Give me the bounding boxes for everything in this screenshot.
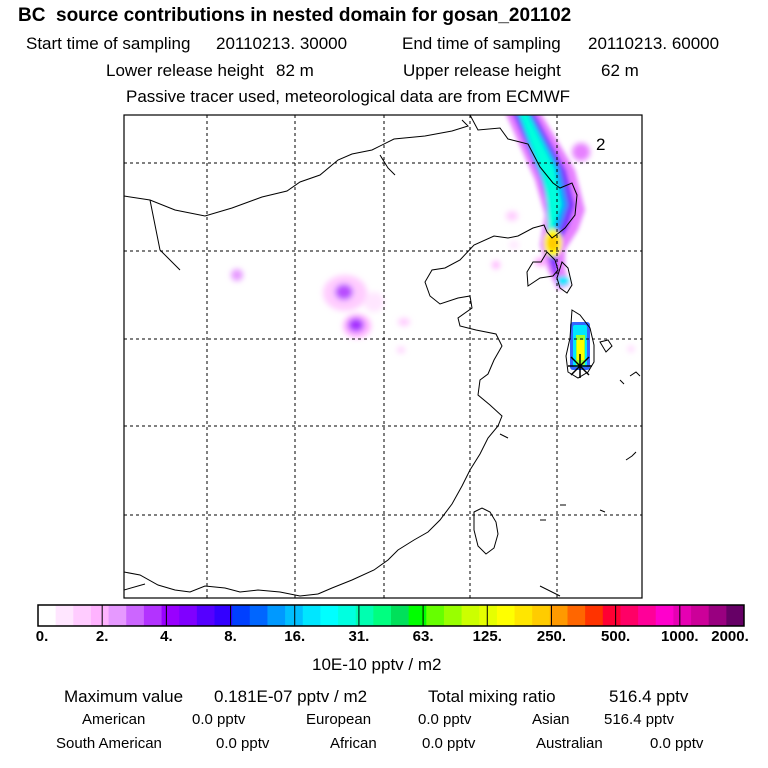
max-value-label: Maximum value	[64, 687, 184, 706]
region-value: 0.0 pptv	[650, 735, 704, 752]
colorbar-tick-label: 2.	[95, 628, 109, 645]
receptor-plume	[570, 322, 590, 370]
colorbar-tick-label: 4.	[160, 628, 173, 645]
total-mixing-value: 516.4 pptv	[609, 687, 689, 706]
start-time-value: 20110213. 30000	[216, 34, 348, 53]
tracer-note: Passive tracer used, meteorological data…	[126, 87, 571, 106]
coastlines	[124, 115, 641, 597]
total-mixing-label: Total mixing ratio	[428, 687, 556, 706]
max-value: 0.181E-07 pptv / m2	[214, 687, 368, 706]
end-time-value: 20110213. 60000	[588, 34, 720, 53]
colorbar-tick-label: 0.	[35, 628, 49, 645]
colorbar-tick-label: 2000.	[711, 628, 749, 645]
colorbar-tick-label: 31.	[348, 628, 370, 645]
colorbar-tick-label: 250.	[536, 628, 567, 645]
region-name: American	[82, 711, 146, 728]
plume-label: 2	[596, 135, 605, 154]
colorbar-tick-label: 125.	[472, 628, 502, 645]
colorbar-tick-label: 1000.	[661, 628, 699, 645]
inland-plume-blobs	[231, 143, 634, 353]
region-value: 516.4 pptv	[604, 711, 675, 728]
region-name: European	[306, 711, 372, 728]
region-name: South American	[56, 735, 162, 752]
taiwan-coast	[473, 507, 499, 555]
region-name: African	[330, 735, 377, 752]
colorbar-units: 10E-10 pptv / m2	[312, 655, 442, 674]
lower-release-value: 82 m	[276, 61, 314, 80]
colorbar-tick-label: 500.	[601, 628, 631, 645]
map-panel: 2	[123, 114, 643, 599]
upper-release-label: Upper release height	[403, 61, 561, 80]
colorbar-tick-label: 8.	[224, 628, 237, 645]
map-frame	[123, 114, 643, 599]
region-name: Asian	[532, 711, 570, 728]
colorbar-tick-label: 16.	[284, 628, 306, 645]
lower-release-label: Lower release height	[106, 61, 264, 80]
plot-title: BC source contributions in nested domain…	[18, 5, 572, 26]
receptor-star-icon	[568, 354, 592, 378]
region-value: 0.0 pptv	[422, 735, 476, 752]
start-time-label: Start time of sampling	[26, 34, 191, 53]
colorbar-tick-label: 63.	[412, 628, 434, 645]
region-name: Australian	[536, 735, 603, 752]
region-value: 0.0 pptv	[192, 711, 246, 728]
region-value: 0.0 pptv	[216, 735, 270, 752]
upper-release-value: 62 m	[601, 61, 639, 80]
region-value: 0.0 pptv	[418, 711, 472, 728]
end-time-label: End time of sampling	[402, 34, 561, 53]
graticule	[124, 115, 642, 598]
